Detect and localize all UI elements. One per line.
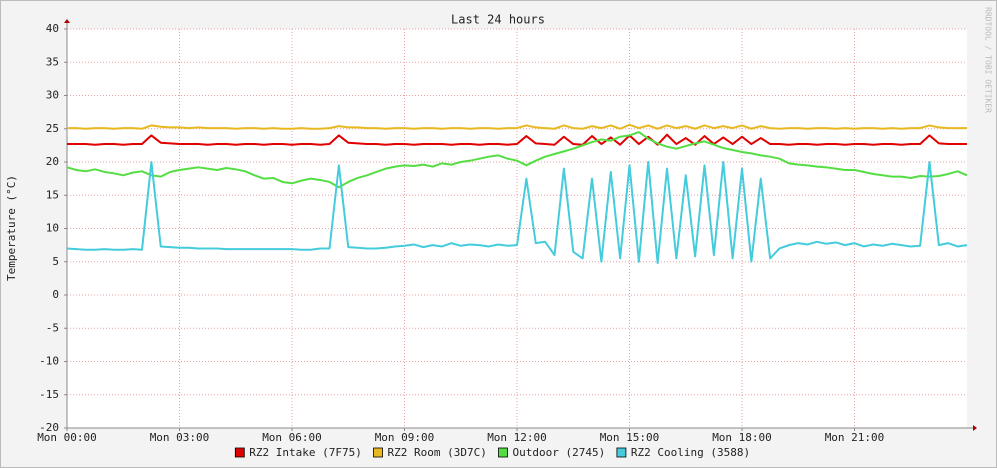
series-line [66, 161, 968, 265]
x-tick-label: Mon 03:00 [150, 431, 210, 444]
y-tick-label: 30 [46, 89, 59, 102]
x-tick-label: Mon 06:00 [262, 431, 322, 444]
x-tick-label: Mon 09:00 [375, 431, 435, 444]
y-tick-label: 5 [52, 255, 59, 268]
x-axis-arrow [973, 425, 977, 431]
y-axis-label: Temperature (°C) [5, 175, 18, 281]
y-tick-label: 0 [52, 288, 59, 301]
legend-swatch [373, 447, 383, 458]
y-tick-label: 25 [46, 122, 59, 135]
x-tick-label: Mon 12:00 [487, 431, 547, 444]
series-line [67, 123, 967, 130]
x-tick-label: Mon 18:00 [712, 431, 772, 444]
series-line [66, 131, 968, 189]
series-line [67, 133, 967, 146]
y-axis-arrow [64, 19, 70, 23]
y-tick-label: 35 [46, 55, 59, 68]
chart-title: Last 24 hours [451, 13, 545, 27]
watermark: RRDTOOL / TOBI OETIKER [984, 7, 993, 113]
y-tick-label: 10 [46, 222, 59, 235]
legend-label: RZ2 Cooling (3588) [631, 446, 750, 459]
legend-swatch [498, 447, 508, 458]
y-tick-label: 15 [46, 188, 59, 201]
legend-label: Outdoor (2745) [513, 446, 606, 459]
x-tick-label: Mon 15:00 [600, 431, 660, 444]
legend-swatch [616, 447, 627, 458]
y-tick-label: -15 [39, 388, 59, 401]
y-tick-label: 40 [46, 22, 59, 35]
legend-swatch [234, 447, 245, 458]
legend-label: RZ2 Intake (7F75) [249, 446, 362, 459]
y-tick-label: -20 [39, 421, 59, 434]
y-tick-label: 20 [46, 155, 59, 168]
legend-label: RZ2 Room (3D7C) [388, 446, 487, 459]
y-tick-label: -10 [39, 355, 59, 368]
x-tick-label: Mon 00:00 [37, 431, 97, 444]
x-tick-label: Mon 21:00 [825, 431, 885, 444]
y-tick-label: -5 [46, 321, 59, 334]
